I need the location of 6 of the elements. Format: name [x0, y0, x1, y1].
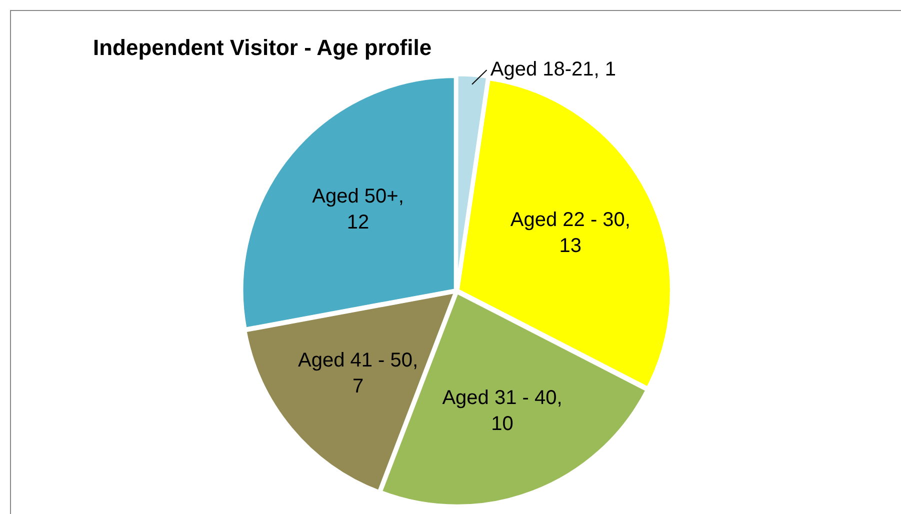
slice-label: Aged 18-21, 1 [490, 58, 616, 81]
chart-title: Independent Visitor - Age profile [93, 35, 432, 61]
slice-label: Aged 50+, 12 [312, 186, 404, 234]
slice-label: Aged 22 - 30, 13 [510, 208, 630, 257]
slice-label: Aged 31 - 40, 10 [442, 387, 562, 436]
slice-label: Aged 41 - 50, 7 [298, 349, 418, 398]
